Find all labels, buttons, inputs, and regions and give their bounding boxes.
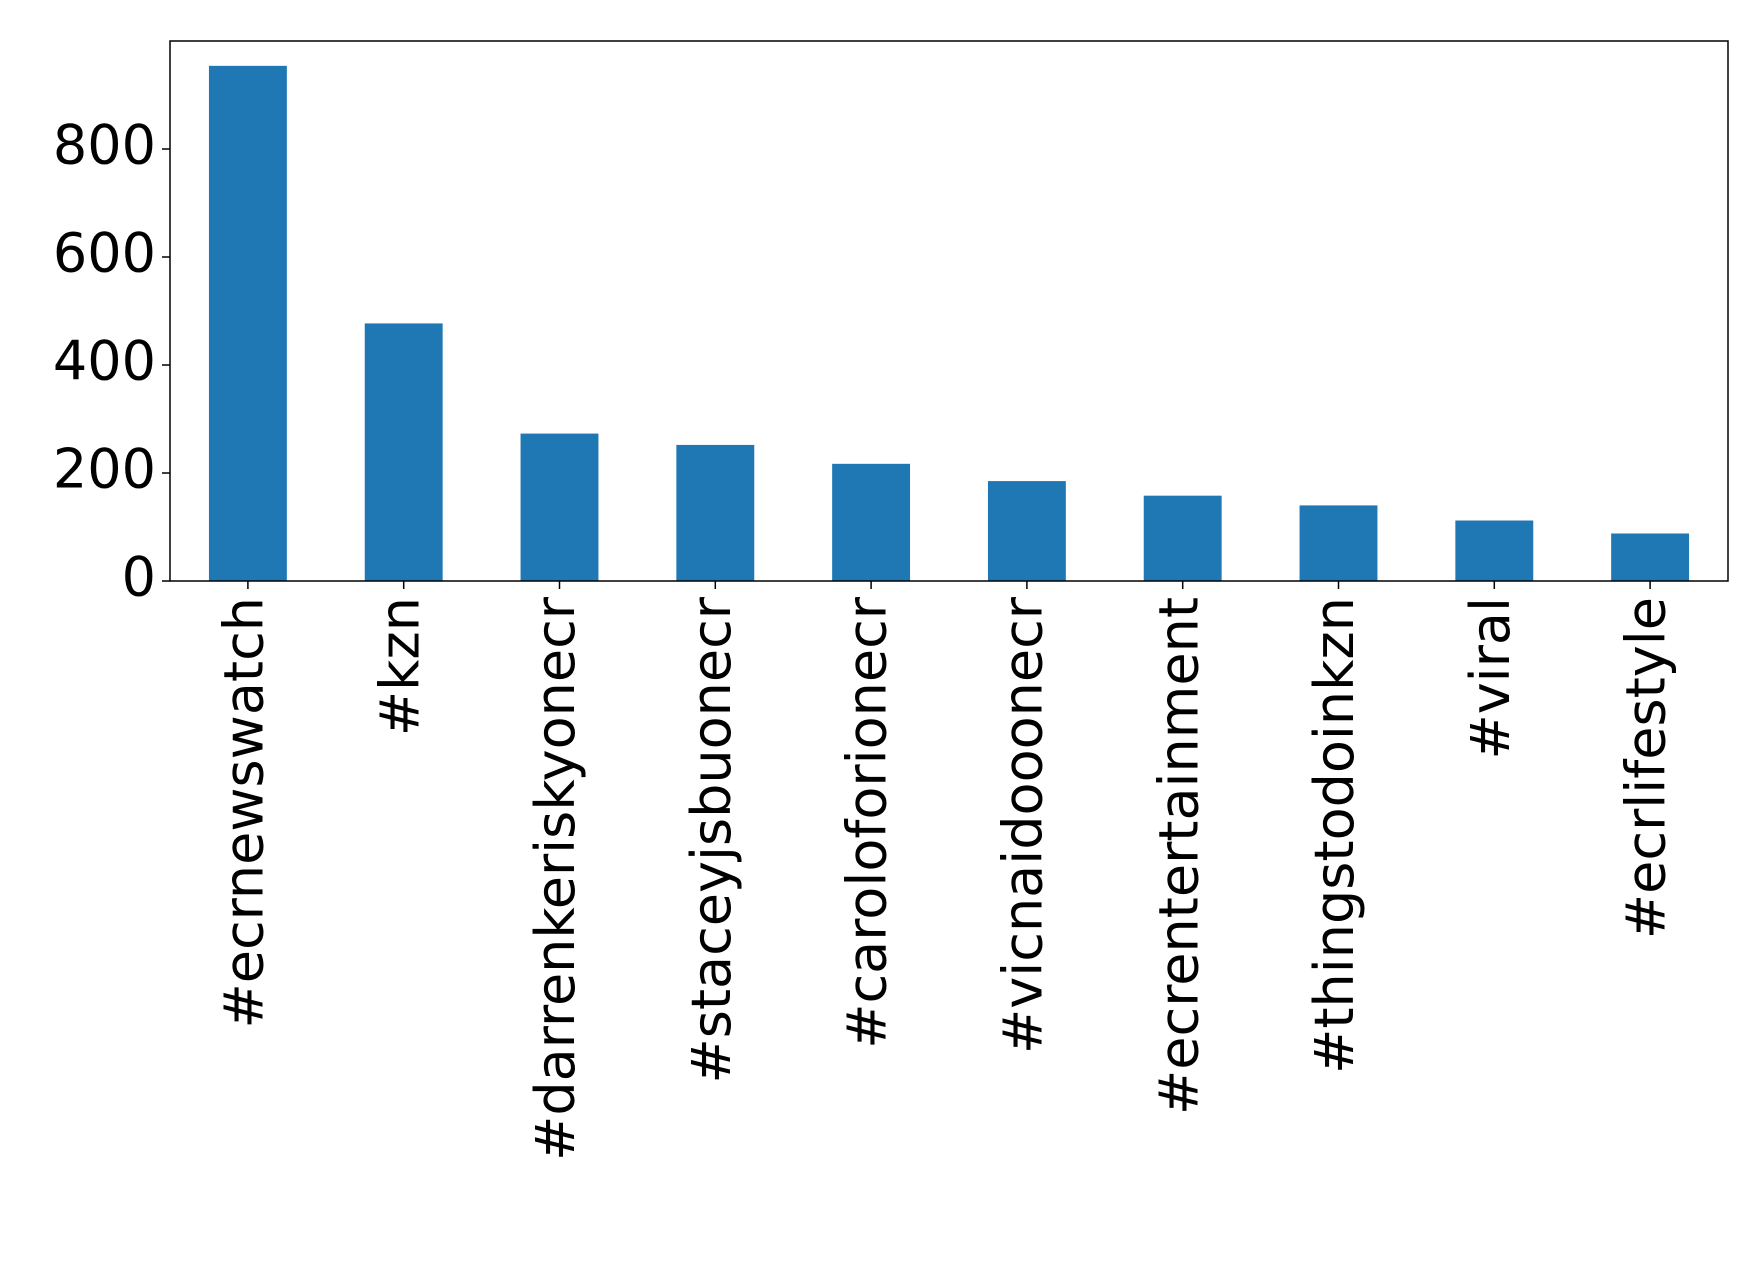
bar	[676, 444, 755, 581]
y-tick-label: 800	[53, 114, 156, 177]
x-tick-label: #viral	[1459, 597, 1522, 760]
x-tick-label: #staceyjsbuonecr	[680, 596, 743, 1083]
y-tick-label: 0	[122, 546, 156, 609]
bar	[364, 323, 443, 581]
y-tick-label: 600	[53, 222, 156, 285]
bar	[1611, 533, 1690, 581]
x-tick-label: #darrenkeriskyonecr	[524, 596, 587, 1161]
x-tick-label: #ecrentertainment	[1147, 597, 1210, 1115]
x-tick-label: #kzn	[368, 597, 431, 736]
y-tick-label: 400	[53, 330, 156, 393]
x-tick-label: #vicnaidooonecr	[992, 596, 1055, 1054]
y-tick-label: 200	[53, 438, 156, 501]
plot-frame	[169, 40, 1729, 582]
bar	[520, 433, 599, 581]
bar	[832, 463, 911, 581]
bar	[1299, 505, 1378, 581]
x-tick-label: #caroloforionecr	[836, 596, 899, 1049]
x-tick-label: #thingstodoinkzn	[1303, 597, 1366, 1074]
bar	[1455, 520, 1534, 581]
x-tick-label: #ecrlifestyle	[1615, 597, 1678, 939]
bar	[1143, 495, 1222, 581]
x-tick-label: #ecrnewswatch	[213, 597, 276, 1029]
bar	[208, 65, 287, 582]
bar	[987, 481, 1066, 581]
